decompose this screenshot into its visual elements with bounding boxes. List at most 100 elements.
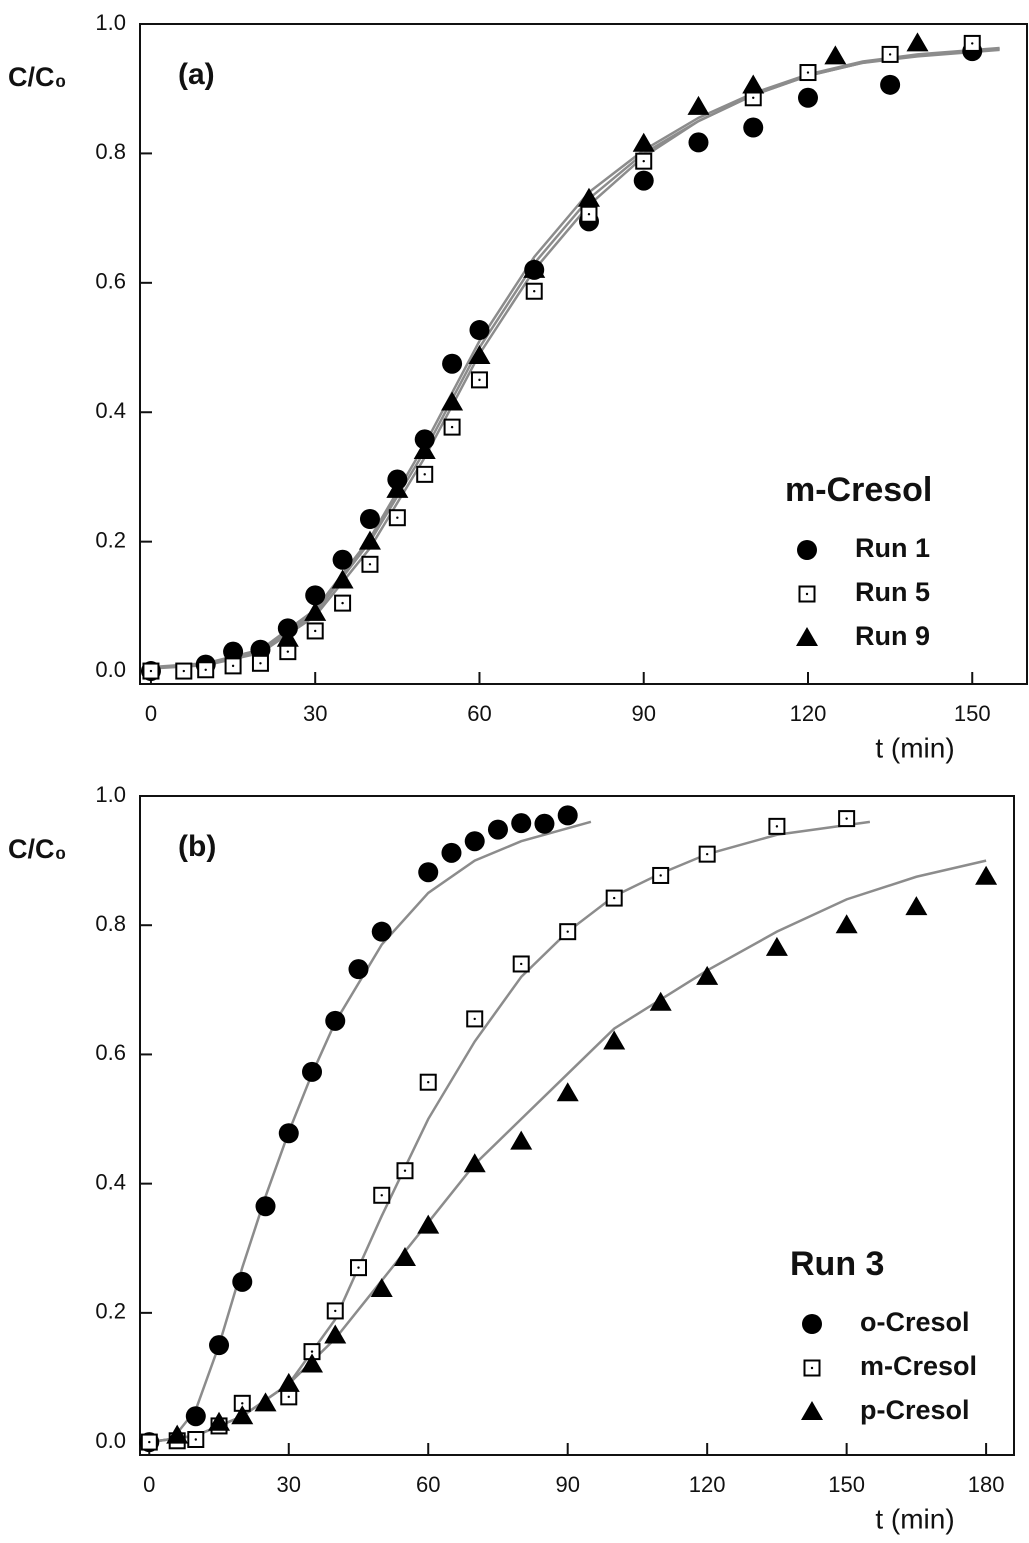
point-dot (357, 1266, 360, 1269)
point-dot (752, 96, 755, 99)
point (306, 622, 324, 640)
point-dot (287, 1395, 290, 1399)
point (304, 601, 327, 621)
point (463, 1153, 486, 1173)
point (166, 1424, 189, 1444)
x-tick-label: 30 (277, 1472, 301, 1497)
plot-frame (139, 23, 1028, 685)
point (331, 569, 354, 589)
x-tick-label: 120 (790, 701, 827, 726)
x-tick-label: 150 (828, 1472, 865, 1497)
point-dot (473, 1017, 476, 1021)
point (635, 152, 653, 170)
point (468, 344, 491, 364)
y-tick-label: 1.0 (95, 10, 126, 35)
point (838, 810, 856, 828)
point (803, 1359, 821, 1377)
point (797, 87, 818, 108)
y-tick-label: 0.8 (95, 911, 126, 936)
point (414, 429, 435, 450)
x-tick-label: 90 (555, 1472, 579, 1497)
point (371, 921, 392, 942)
point (798, 585, 816, 603)
point (197, 661, 215, 679)
point-dot (314, 629, 317, 633)
point (802, 1314, 822, 1334)
point-dot (520, 962, 523, 966)
point (525, 282, 543, 300)
point (799, 64, 817, 82)
point-dot (423, 473, 426, 476)
point (687, 95, 710, 115)
y-axis-title: C/C₀ (8, 834, 67, 864)
point (278, 1123, 299, 1144)
x-tick-label: 180 (968, 1472, 1005, 1497)
point-dot (148, 1440, 151, 1444)
point (633, 170, 654, 191)
point (305, 585, 326, 606)
point-dot (368, 563, 372, 566)
y-tick-label: 0.4 (95, 398, 126, 423)
point (469, 320, 490, 341)
point (301, 1353, 324, 1373)
point (512, 955, 530, 973)
point (142, 662, 160, 680)
legend-label: m-Cresol (860, 1351, 977, 1381)
point (350, 1259, 367, 1277)
point-dot (810, 1366, 814, 1370)
point (393, 1246, 416, 1266)
point-dot (806, 71, 810, 74)
point-dot (341, 601, 344, 605)
point (905, 896, 928, 916)
point (801, 1401, 823, 1420)
x-axis-title: t (min) (875, 732, 954, 763)
point (696, 965, 719, 985)
point-dot (478, 378, 481, 382)
panel-label: (a) (178, 58, 215, 91)
legend-label: o-Cresol (860, 1307, 970, 1337)
point (975, 865, 998, 885)
point (358, 530, 381, 550)
point-dot (566, 930, 569, 933)
point (652, 866, 670, 884)
point-dot (845, 817, 848, 820)
point-dot (231, 664, 235, 668)
point (232, 1271, 253, 1292)
point (742, 74, 765, 94)
point-dot (149, 669, 153, 673)
y-tick-label: 0.2 (95, 527, 126, 552)
point (534, 813, 555, 834)
point (418, 862, 439, 883)
point (466, 1010, 484, 1028)
x-tick-label: 0 (145, 701, 157, 726)
point-dot (259, 662, 262, 665)
point (632, 132, 655, 152)
point (523, 258, 546, 278)
point (255, 1196, 276, 1217)
point (388, 509, 406, 527)
point-dot (310, 1350, 314, 1353)
legend-label: Run 9 (855, 621, 930, 651)
point (224, 657, 242, 675)
point (743, 117, 764, 138)
point (881, 45, 899, 63)
point (348, 959, 369, 980)
x-tick-label: 90 (631, 701, 655, 726)
y-tick-label: 1.0 (95, 782, 126, 807)
point (556, 1082, 579, 1102)
point-dot (805, 592, 809, 596)
y-tick-label: 0.6 (95, 269, 126, 294)
point (302, 1061, 323, 1082)
point (559, 923, 577, 941)
fit-line (150, 47, 1000, 670)
point (223, 641, 244, 662)
point (605, 889, 623, 907)
point (416, 465, 434, 483)
point (209, 1335, 230, 1356)
point (326, 1302, 344, 1320)
point-dot (642, 159, 645, 163)
point (824, 45, 847, 65)
x-tick-label: 0 (143, 1472, 155, 1497)
point (796, 627, 818, 646)
